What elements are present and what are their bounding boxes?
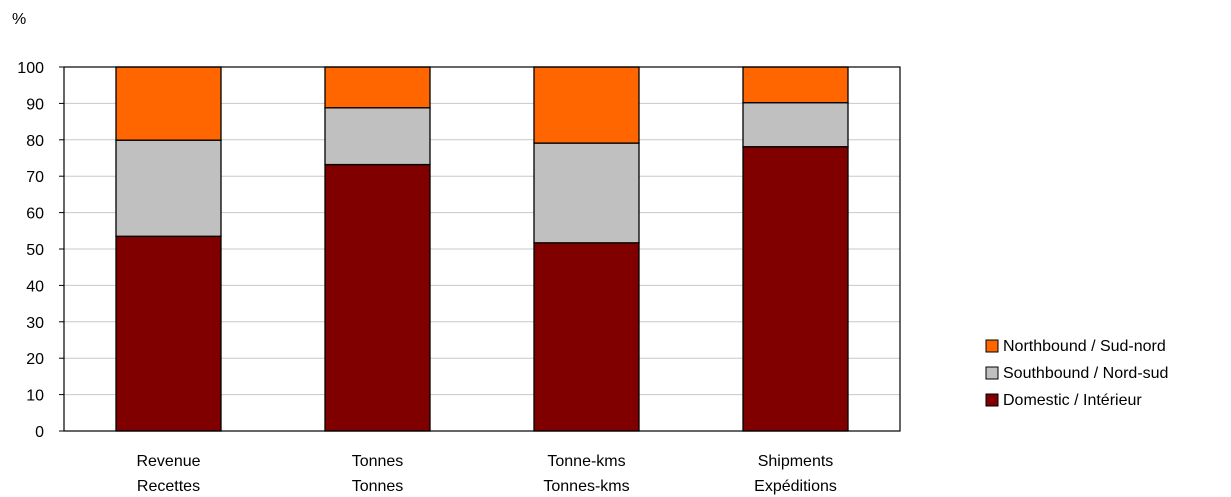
y-tick-label: 0 [35,424,44,441]
bar-segment-3-2 [742,66,849,104]
y-axis-unit-label: % [12,11,26,28]
bar-segment-0-0 [115,235,222,432]
bar-segment-2-0 [533,242,640,432]
legend-swatch [985,393,999,407]
x-category-label: Revenue [136,453,200,470]
y-tick-label: 30 [26,315,44,332]
bar-segment-1-1 [324,107,431,166]
y-tick-label: 20 [26,351,44,368]
legend-label: Domestic / Intérieur [1003,392,1142,409]
bar-segment-2-1 [533,142,640,244]
x-axis-labels: Revenue Recettes Tonnes Tonnes Tonne-kms Tonn… [136,453,836,495]
bar-segment-1-2 [324,66,431,109]
y-tick-label: 10 [26,388,44,405]
bars-group [115,66,849,432]
x-category-label: Shipments [758,453,834,470]
x-category-label: Expéditions [754,478,837,495]
x-category-label: Tonnes-kms [543,478,629,495]
y-axis-ticks: 0 10 20 30 40 50 60 70 80 90 100 [17,60,64,441]
legend-swatch [985,366,999,380]
bar-segment-1-0 [324,163,431,432]
bar-segment-0-1 [115,139,222,237]
x-category-label: Tonnes [352,478,404,495]
legend: Northbound / Sud-nord Southbound / Nord-s… [985,338,1168,409]
y-tick-label: 100 [17,60,44,77]
bar-segment-2-2 [533,66,640,144]
bar-segment-0-2 [115,66,222,141]
y-tick-label: 80 [26,133,44,150]
y-tick-label: 60 [26,206,44,223]
y-tick-label: 90 [26,96,44,113]
x-category-label: Tonnes [352,453,404,470]
legend-swatch [985,339,999,353]
legend-label: Northbound / Sud-nord [1003,338,1166,355]
bar-segment-3-1 [742,102,849,148]
legend-label: Southbound / Nord-sud [1003,365,1168,382]
y-tick-label: 50 [26,242,44,259]
x-category-label: Recettes [137,478,200,495]
x-category-label: Tonne-kms [547,453,625,470]
y-tick-label: 40 [26,278,44,295]
y-tick-label: 70 [26,169,44,186]
bar-segment-3-0 [742,146,849,432]
